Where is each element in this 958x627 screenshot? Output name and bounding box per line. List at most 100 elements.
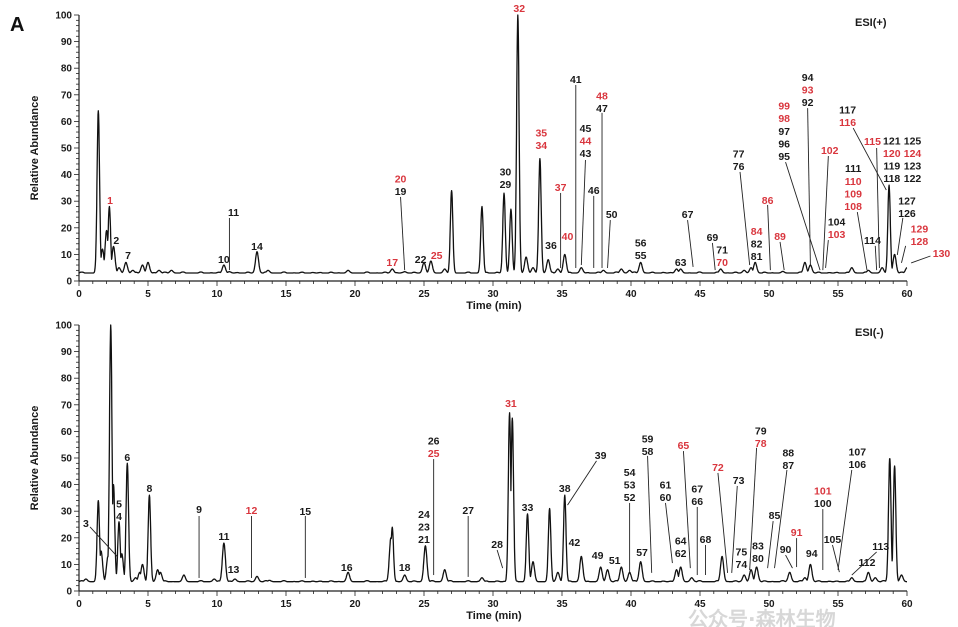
chromatogram-trace: [78, 14, 908, 274]
x-tick-label: 5: [145, 599, 151, 610]
peak-label-group: 113: [851, 541, 889, 576]
peak-label: 116: [839, 117, 856, 129]
peak-label: 6: [124, 452, 130, 464]
leader-line: [822, 155, 829, 271]
peak-label-group: 54: [116, 498, 122, 523]
peak-label: 119: [883, 160, 900, 172]
leader-line: [687, 220, 694, 267]
x-tick-label: 35: [556, 289, 568, 300]
peak-label: 60: [660, 492, 672, 504]
y-axis-title: Relative Abundance: [29, 96, 41, 201]
peak-label: 79: [755, 426, 767, 438]
y-tick-label: 40: [61, 480, 73, 491]
peak-label-group: 3: [83, 518, 118, 558]
x-tick-label: 45: [694, 289, 706, 300]
peak-label: 61: [660, 480, 672, 492]
peak-label: 58: [642, 446, 654, 458]
peak-label: 34: [535, 140, 547, 152]
peak-label: 31: [505, 398, 517, 410]
peak-label: 57: [636, 547, 648, 559]
leader-line: [896, 217, 904, 255]
peak-label-group: 32: [513, 3, 525, 15]
peak-label: 43: [580, 148, 592, 160]
panel-letter: A: [10, 14, 24, 36]
leader-line: [731, 485, 738, 573]
leader-line: [779, 241, 785, 271]
leader-line: [851, 551, 877, 576]
x-tick-label: 0: [76, 289, 82, 300]
peak-label: 103: [828, 229, 846, 241]
peak-label: 23: [418, 522, 430, 534]
peak-label-group: 2: [113, 235, 119, 247]
leader-line: [874, 245, 878, 271]
x-tick-label: 40: [625, 289, 637, 300]
peak-label: 53: [624, 480, 636, 492]
peak-label: 105: [824, 534, 842, 546]
peak-label: 52: [624, 492, 636, 504]
x-tick-label: 10: [211, 289, 223, 300]
leader-line: [910, 255, 931, 264]
peak-label: 124: [904, 148, 922, 160]
peak-label: 56: [635, 237, 647, 249]
peak-label: 100: [814, 498, 832, 510]
peak-label: 66: [691, 496, 703, 508]
peak-label: 28: [491, 539, 503, 551]
peak-label: 54: [624, 467, 636, 479]
peak-label: 94: [802, 72, 814, 84]
leader-line: [785, 161, 821, 271]
peak-label: 101: [814, 485, 832, 497]
x-tick-label: 35: [556, 599, 568, 610]
x-tick-label: 40: [625, 599, 637, 610]
leader-line: [400, 196, 406, 271]
peak-label-group: 38: [559, 483, 571, 495]
peak-label: 4: [116, 511, 122, 523]
peak-label: 32: [513, 3, 525, 15]
leader-line: [607, 220, 611, 268]
peak-label-group: 12: [246, 505, 258, 578]
peak-label: 80: [752, 553, 764, 565]
peak-label-group: 9: [196, 504, 202, 578]
y-axis-title: Relative Abundance: [29, 406, 41, 511]
y-tick-label: 100: [55, 11, 72, 22]
peak-label-group: 57: [636, 547, 648, 559]
leader-line: [567, 460, 597, 506]
peak-label: 107: [849, 447, 867, 459]
peak-label: 68: [700, 534, 712, 546]
peak-label: 39: [595, 450, 607, 462]
peak-label: 121: [883, 135, 901, 147]
peak-label: 14: [251, 241, 263, 253]
peak-label: 44: [580, 135, 592, 147]
peak-label-group: 22: [415, 254, 427, 266]
x-tick-label: 20: [349, 599, 361, 610]
peak-label: 108: [844, 201, 862, 213]
peak-label: 82: [751, 238, 763, 250]
peak-label-group: 41: [570, 74, 582, 268]
peak-label: 98: [778, 113, 790, 125]
peak-label-group: 13: [228, 564, 240, 576]
leader-line: [767, 204, 771, 271]
peak-label: 12: [246, 505, 258, 517]
y-tick-label: 10: [61, 250, 73, 261]
peak-label: 110: [845, 176, 862, 188]
y-tick-label: 20: [61, 533, 73, 544]
leader-line: [767, 520, 774, 569]
peak-label: 11: [228, 207, 239, 219]
peak-label: 120: [883, 148, 901, 160]
peak-label-group: 115: [864, 136, 881, 268]
peak-label: 81: [751, 251, 763, 263]
x-tick-label: 55: [832, 289, 844, 300]
peak-label-group: 14: [251, 241, 263, 253]
peak-label-group: 15: [299, 506, 311, 578]
leader-line: [580, 159, 586, 266]
y-tick-label: 50: [61, 454, 73, 465]
